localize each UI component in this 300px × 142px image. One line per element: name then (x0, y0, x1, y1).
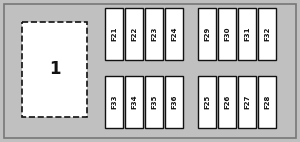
Bar (145, 8, 163, 60)
Text: F25: F25 (204, 95, 210, 109)
Text: F21: F21 (111, 27, 117, 41)
Bar (125, 76, 143, 128)
Text: F29: F29 (204, 27, 210, 41)
Bar (198, 76, 216, 128)
Bar (22, 22, 87, 117)
Bar (258, 8, 276, 60)
Text: F35: F35 (151, 95, 157, 109)
Text: F31: F31 (244, 27, 250, 41)
Text: F30: F30 (224, 27, 230, 41)
Bar (145, 76, 163, 128)
Bar (218, 8, 236, 60)
Text: F32: F32 (264, 27, 270, 41)
Text: F28: F28 (264, 95, 270, 109)
Bar (105, 8, 123, 60)
Bar (165, 76, 183, 128)
Text: F36: F36 (171, 95, 177, 109)
Bar (238, 76, 256, 128)
Bar (105, 76, 123, 128)
Text: F33: F33 (111, 95, 117, 109)
Bar (198, 8, 216, 60)
Text: F26: F26 (224, 95, 230, 109)
Bar (165, 8, 183, 60)
Text: F22: F22 (131, 27, 137, 41)
Bar (125, 8, 143, 60)
Bar (238, 8, 256, 60)
Text: F34: F34 (131, 95, 137, 109)
Text: 1: 1 (49, 60, 60, 79)
Text: F23: F23 (151, 27, 157, 41)
Text: F24: F24 (171, 27, 177, 41)
Bar (258, 76, 276, 128)
Text: F27: F27 (244, 95, 250, 109)
Bar (218, 76, 236, 128)
